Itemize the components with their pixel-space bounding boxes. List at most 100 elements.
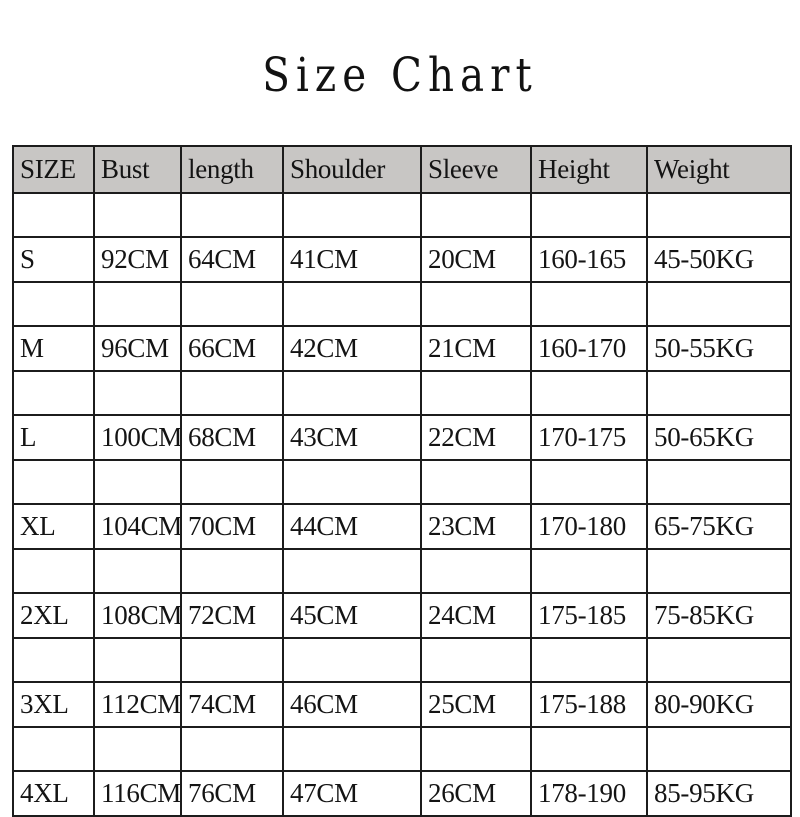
spacer-cell-height xyxy=(530,637,648,683)
spacer-cell-shoulder xyxy=(282,192,422,238)
cell-height: 178-190 xyxy=(530,770,648,817)
spacer-cell-length xyxy=(180,459,284,505)
cell-bust: 96CM xyxy=(93,325,182,372)
cell-size: XL xyxy=(12,503,95,550)
spacer-cell-height xyxy=(530,281,648,327)
spacer-cell-weight xyxy=(646,726,792,772)
cell-sleeve: 22CM xyxy=(420,414,532,461)
spacer-cell-size xyxy=(12,281,95,327)
size-chart-table-container: SIZE Bust length Shoulder Sleeve Height … xyxy=(12,145,792,817)
column-header-size: SIZE xyxy=(12,145,95,194)
table-spacer-row xyxy=(12,459,792,505)
cell-height: 175-188 xyxy=(530,681,648,728)
cell-shoulder: 41CM xyxy=(282,236,422,283)
table-row: 4XL 116CM 76CM 47CM 26CM 178-190 85-95KG xyxy=(12,770,792,817)
cell-length: 68CM xyxy=(180,414,284,461)
spacer-cell-size xyxy=(12,637,95,683)
spacer-cell-sleeve xyxy=(420,548,532,594)
cell-length: 70CM xyxy=(180,503,284,550)
spacer-cell-bust xyxy=(93,726,182,772)
cell-weight: 50-65KG xyxy=(646,414,792,461)
cell-weight: 85-95KG xyxy=(646,770,792,817)
cell-size: 4XL xyxy=(12,770,95,817)
cell-shoulder: 47CM xyxy=(282,770,422,817)
spacer-cell-size xyxy=(12,548,95,594)
table-spacer-row xyxy=(12,281,792,327)
cell-shoulder: 45CM xyxy=(282,592,422,639)
spacer-cell-sleeve xyxy=(420,281,532,327)
cell-length: 64CM xyxy=(180,236,284,283)
cell-weight: 50-55KG xyxy=(646,325,792,372)
table-spacer-row xyxy=(12,726,792,772)
spacer-cell-height xyxy=(530,548,648,594)
spacer-cell-bust xyxy=(93,281,182,327)
cell-height: 160-165 xyxy=(530,236,648,283)
size-chart-table: SIZE Bust length Shoulder Sleeve Height … xyxy=(12,145,792,817)
table-header: SIZE Bust length Shoulder Sleeve Height … xyxy=(12,145,792,194)
spacer-cell-weight xyxy=(646,281,792,327)
cell-bust: 92CM xyxy=(93,236,182,283)
spacer-cell-weight xyxy=(646,459,792,505)
column-header-height: Height xyxy=(530,145,648,194)
spacer-cell-size xyxy=(12,459,95,505)
cell-shoulder: 43CM xyxy=(282,414,422,461)
spacer-cell-height xyxy=(530,459,648,505)
spacer-cell-sleeve xyxy=(420,726,532,772)
spacer-cell-bust xyxy=(93,637,182,683)
cell-bust: 116CM xyxy=(93,770,182,817)
cell-sleeve: 26CM xyxy=(420,770,532,817)
spacer-cell-height xyxy=(530,726,648,772)
table-spacer-row xyxy=(12,548,792,594)
page-title: Size Chart xyxy=(262,48,538,103)
spacer-cell-sleeve xyxy=(420,192,532,238)
table-spacer-row xyxy=(12,370,792,416)
column-header-sleeve: Sleeve xyxy=(420,145,532,194)
spacer-cell-weight xyxy=(646,548,792,594)
cell-bust: 108CM xyxy=(93,592,182,639)
spacer-cell-sleeve xyxy=(420,370,532,416)
cell-shoulder: 46CM xyxy=(282,681,422,728)
cell-length: 66CM xyxy=(180,325,284,372)
spacer-cell-sleeve xyxy=(420,637,532,683)
table-row: L 100CM 68CM 43CM 22CM 170-175 50-65KG xyxy=(12,414,792,461)
cell-length: 76CM xyxy=(180,770,284,817)
cell-sleeve: 23CM xyxy=(420,503,532,550)
table-body: S 92CM 64CM 41CM 20CM 160-165 45-50KG M 96CM 66CM… xyxy=(12,192,792,817)
spacer-cell-bust xyxy=(93,192,182,238)
table-row: M 96CM 66CM 42CM 21CM 160-170 50-55KG xyxy=(12,325,792,372)
spacer-cell-shoulder xyxy=(282,281,422,327)
cell-bust: 104CM xyxy=(93,503,182,550)
spacer-cell-length xyxy=(180,370,284,416)
header-row: SIZE Bust length Shoulder Sleeve Height … xyxy=(12,145,792,194)
spacer-cell-weight xyxy=(646,192,792,238)
cell-size: 2XL xyxy=(12,592,95,639)
spacer-cell-bust xyxy=(93,548,182,594)
spacer-cell-shoulder xyxy=(282,370,422,416)
cell-height: 170-175 xyxy=(530,414,648,461)
spacer-cell-size xyxy=(12,370,95,416)
spacer-cell-length xyxy=(180,281,284,327)
cell-sleeve: 21CM xyxy=(420,325,532,372)
cell-sleeve: 25CM xyxy=(420,681,532,728)
spacer-cell-shoulder xyxy=(282,637,422,683)
table-spacer-row xyxy=(12,192,792,238)
cell-weight: 75-85KG xyxy=(646,592,792,639)
cell-shoulder: 44CM xyxy=(282,503,422,550)
cell-weight: 45-50KG xyxy=(646,236,792,283)
cell-height: 170-180 xyxy=(530,503,648,550)
cell-height: 175-185 xyxy=(530,592,648,639)
table-row: S 92CM 64CM 41CM 20CM 160-165 45-50KG xyxy=(12,236,792,283)
spacer-cell-shoulder xyxy=(282,726,422,772)
spacer-cell-length xyxy=(180,548,284,594)
table-row: XL 104CM 70CM 44CM 23CM 170-180 65-75KG xyxy=(12,503,792,550)
spacer-cell-shoulder xyxy=(282,548,422,594)
spacer-cell-length xyxy=(180,726,284,772)
cell-size: S xyxy=(12,236,95,283)
cell-weight: 80-90KG xyxy=(646,681,792,728)
cell-size: M xyxy=(12,325,95,372)
column-header-bust: Bust xyxy=(93,145,182,194)
spacer-cell-bust xyxy=(93,370,182,416)
spacer-cell-size xyxy=(12,726,95,772)
spacer-cell-size xyxy=(12,192,95,238)
cell-sleeve: 24CM xyxy=(420,592,532,639)
